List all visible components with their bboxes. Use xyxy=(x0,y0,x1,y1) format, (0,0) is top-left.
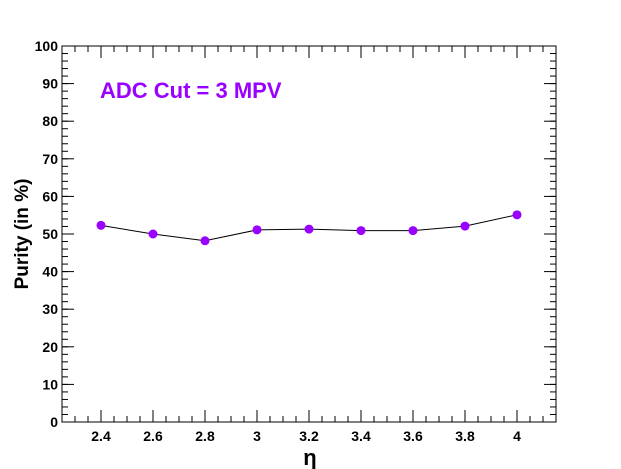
data-point xyxy=(512,210,522,220)
y-tick-label: 10 xyxy=(42,376,58,392)
x-axis-ticks: 2.4 2.6 2.8 3 3.2 3.4 3.6 3.8 4 xyxy=(91,46,521,444)
x-tick-label: 2.8 xyxy=(195,428,215,444)
y-tick-label: 50 xyxy=(42,226,58,242)
y-tick-label: 30 xyxy=(42,301,58,317)
x-tick-label: 3.8 xyxy=(455,428,475,444)
data-point xyxy=(252,225,262,235)
y-tick-label: 40 xyxy=(42,264,58,280)
x-tick-label: 3 xyxy=(253,428,261,444)
data-point xyxy=(200,236,210,246)
data-point xyxy=(148,229,158,239)
x-tick-label: 3.4 xyxy=(351,428,371,444)
y-axis-ticks: 0 10 20 30 40 50 60 70 80 90 100 xyxy=(35,38,556,430)
x-tick-label: 2.6 xyxy=(143,428,163,444)
data-point xyxy=(356,226,366,236)
y-axis-title: Purity (in %) xyxy=(12,179,33,290)
x-tick-label: 3.6 xyxy=(403,428,423,444)
y-tick-label: 80 xyxy=(42,113,58,129)
chart-annotation: ADC Cut = 3 MPV xyxy=(100,78,282,103)
x-tick-label: 4 xyxy=(513,428,521,444)
y-tick-label: 70 xyxy=(42,151,58,167)
y-tick-label: 20 xyxy=(42,339,58,355)
x-axis-title: η xyxy=(303,445,316,469)
x-tick-label: 3.2 xyxy=(299,428,319,444)
x-tick-label: 2.4 xyxy=(91,428,111,444)
y-tick-label: 0 xyxy=(50,414,58,430)
y-tick-label: 90 xyxy=(42,76,58,92)
data-point xyxy=(304,224,314,234)
x-minor-ticks xyxy=(61,46,557,422)
data-point xyxy=(460,221,470,231)
data-point xyxy=(96,220,106,230)
data-point xyxy=(408,226,418,236)
y-tick-label: 60 xyxy=(42,188,58,204)
y-tick-label: 100 xyxy=(35,38,59,54)
series-points xyxy=(96,210,522,246)
